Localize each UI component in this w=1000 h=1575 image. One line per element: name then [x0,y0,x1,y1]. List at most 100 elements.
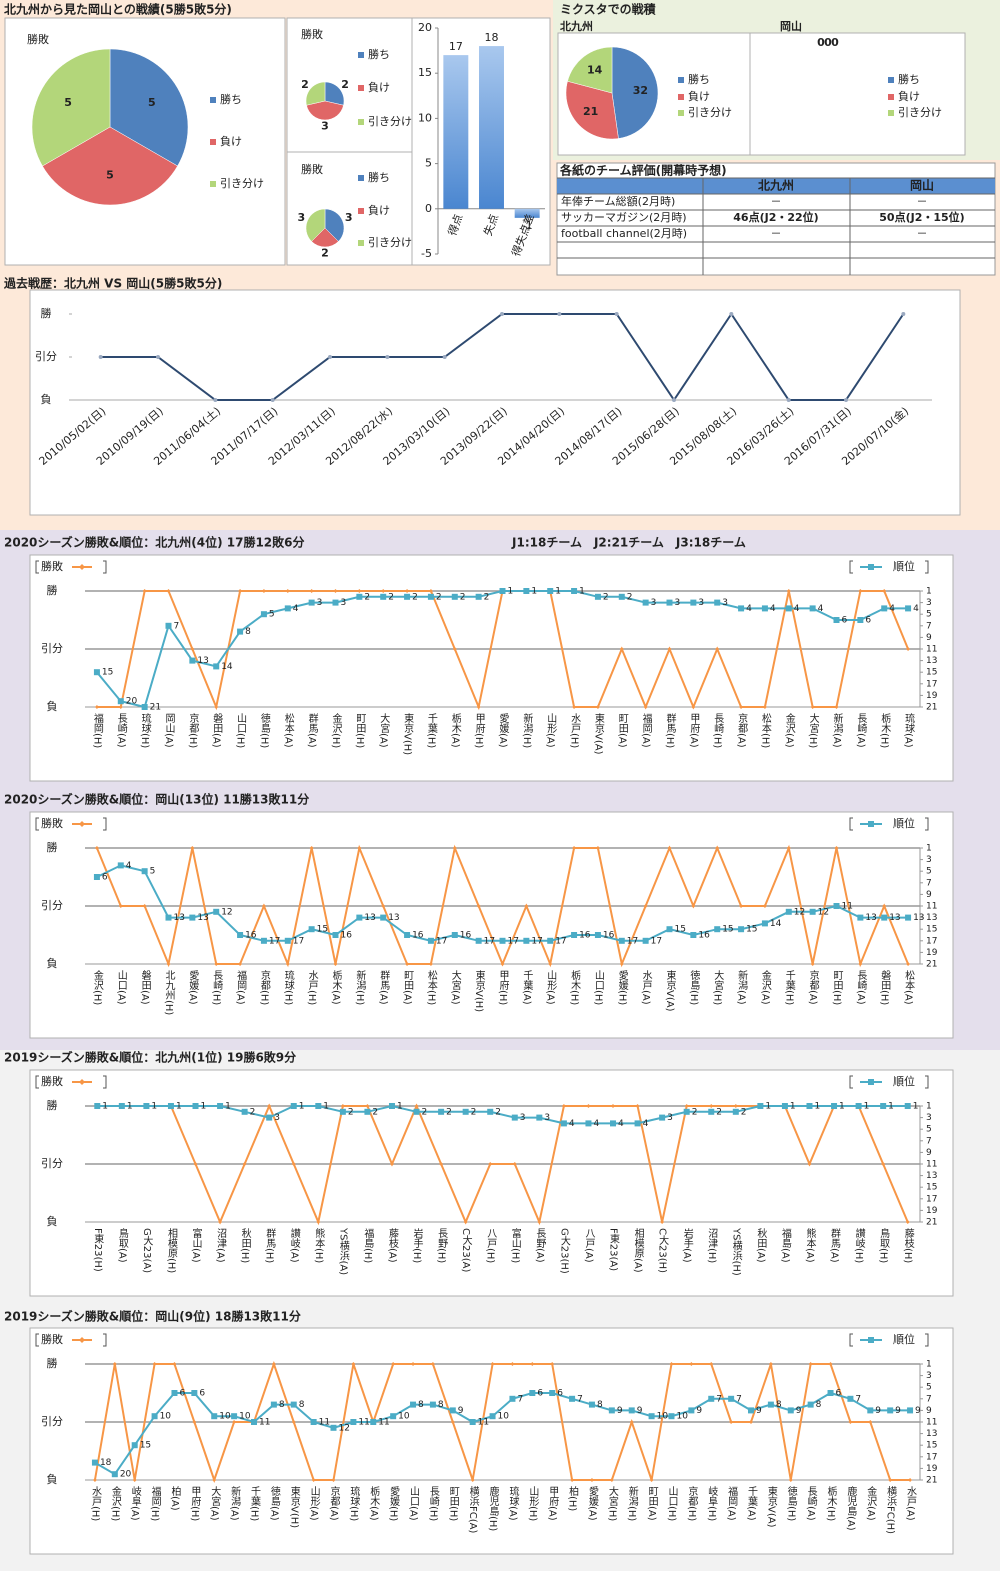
y-tick-label: 勝 [47,1356,58,1370]
x-tick-label: 松本(A) [903,969,915,1005]
x-tick-label: 鹿児島(H) [487,1485,499,1532]
x-tick-label: 栃木(A) [330,969,342,1005]
legend-swatch [210,97,216,103]
y2-tick-label: 9 [926,1406,932,1416]
result-marker [733,1104,738,1108]
result-marker [381,904,386,908]
rank-marker [237,628,244,635]
rank-marker [284,605,291,612]
result-marker [190,647,195,651]
x-tick-label: 東京V(H) [473,969,485,1012]
y-tick-label: 負 [47,700,58,713]
x-tick-label: 北九州(H) [163,970,175,1016]
x-tick-label: 熊本(A) [804,1227,816,1263]
x-tick-label: 横浜FC(A) [467,1485,479,1534]
data-label: 4 [126,861,132,871]
rank-marker [171,1390,178,1396]
y-tick-label: -5 [421,247,432,260]
table-cell: football channel(2月時) [561,227,687,240]
chart-frame [286,151,413,266]
rank-marker [449,1407,456,1414]
x-tick-label: 新潟(A) [229,1485,241,1521]
x-tick-label: 町田(H) [354,713,366,748]
rank-marker [833,903,840,909]
rank-marker [511,1114,518,1121]
pie-title: 勝敗 [301,162,323,176]
result-marker [118,705,123,709]
data-label: 1 [814,1102,820,1112]
data-label: 13 [197,656,208,666]
x-tick-label: 鹿児島(A) [845,1485,857,1531]
result-marker [213,398,218,402]
y2-tick-label: 15 [926,925,937,935]
x-tick-label: 栃木(H) [879,712,891,749]
result-marker [405,962,410,966]
result-marker [365,1104,370,1108]
data-label: 8 [438,1400,444,1410]
x-tick-label: 琉球(H) [348,1485,360,1522]
result-marker [476,904,481,908]
x-tick-label: 栃木(H) [569,969,581,1006]
table-cell: 年俸チーム総額(2月時) [561,194,675,208]
x-tick-label: 大宮(A) [209,1485,221,1521]
data-label: 3 [722,598,728,608]
x-tick-label: 町田(A) [616,713,628,748]
pie-slice [109,48,189,167]
rank-marker [847,1395,854,1402]
y2-tick-label: 13 [926,1429,937,1439]
data-label: 9 [756,1406,762,1416]
result-marker [232,1420,237,1424]
legend-bracket [849,1075,853,1089]
y-tick-label: 負 [41,393,52,406]
rank-marker [688,1407,695,1414]
data-label: 16 [460,931,472,941]
y2-tick-label: 21 [926,960,937,970]
y2-tick-label: 5 [926,1383,932,1393]
x-tick-label: 長崎(H) [427,1486,439,1522]
x-tick-label: 岐阜(H) [706,1485,718,1522]
rank-marker [905,605,912,612]
x-tick-label: 徳島(H) [258,712,270,749]
rank-marker [310,1419,317,1425]
rank-marker [217,1103,224,1109]
legend-label: 勝敗 [41,559,63,573]
x-tick-label: 金沢(A) [783,712,795,748]
result-marker [572,705,577,709]
rank-marker [475,593,482,600]
y-tick-label: 引分 [41,641,63,655]
bar [514,208,540,218]
result-marker [858,589,863,593]
pie-slice [324,208,345,242]
result-marker [749,1420,754,1424]
x-tick-label: 甲府(A) [688,713,700,748]
result-marker [242,1162,247,1166]
rank-marker [536,1114,543,1121]
result-marker [524,904,529,908]
rank-marker [549,1390,556,1396]
data-label: 2 [341,78,349,91]
result-marker [331,1478,336,1482]
legend-label: 勝敗 [41,816,63,830]
rank-marker [410,1401,417,1408]
data-label: 7 [736,1394,742,1404]
x-tick-label: 松本(A) [282,712,294,748]
result-marker [132,1478,137,1482]
data-label: 13 [913,913,924,923]
x-tick-label: 千葉(H) [783,970,795,1006]
x-tick-label: 讃岐(A) [288,1227,300,1263]
rank-marker [213,908,220,915]
rank-marker [499,588,506,594]
chart-frame [29,811,954,1039]
result-marker [152,1362,157,1366]
rank-marker [308,599,315,606]
result-marker [238,962,243,966]
chart-frame [749,32,966,156]
result-marker [595,705,600,709]
data-label: 2 [495,1107,501,1117]
result-marker [786,398,791,402]
data-label: 17 [508,936,519,946]
data-label: 12 [221,907,232,917]
y-tick-label: 引分 [41,898,63,912]
x-tick-label: 京都(H) [686,1485,698,1522]
x-tick-label: 福岡(A) [235,969,247,1005]
